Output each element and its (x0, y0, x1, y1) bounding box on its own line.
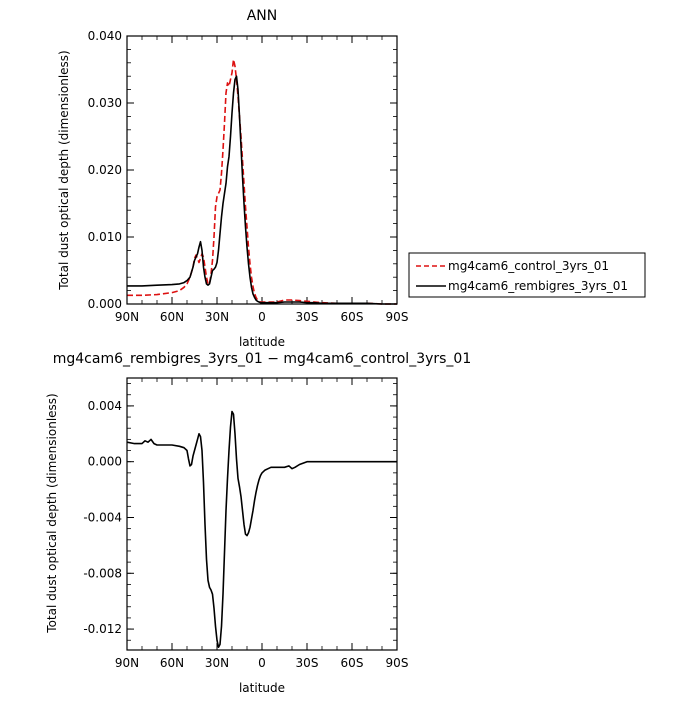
top-xtick-label: 60S (341, 310, 364, 324)
bottom-xtick-label: 90S (386, 656, 409, 670)
bottom-series-group (126, 410, 397, 649)
bottom-ytick-label: 0.004 (88, 399, 122, 413)
top-ytick-label: 0.040 (88, 29, 122, 43)
bottom-ytick-label: -0.004 (83, 510, 122, 524)
bottom-plot-frame (126, 377, 398, 651)
top-series-line-1 (127, 75, 397, 305)
top-xtick-label: 90N (115, 310, 139, 324)
bottom-axis-ticks: 90N 60N 30N 0 30S 60S 90S 0.004 0.000 -0.004 -0.00… (83, 378, 408, 670)
bottom-xtick-label: 90N (115, 656, 139, 670)
bottom-xtick-label: 30S (296, 656, 319, 670)
bottom-xtick-label: 0 (258, 656, 266, 670)
top-ytick-label: 0.020 (88, 163, 122, 177)
legend: mg4cam6_control_3yrs_01 mg4cam6_rembigre… (408, 252, 646, 298)
top-xtick-label: 60N (160, 310, 184, 324)
bottom-x-axis-label: latitude (239, 681, 285, 695)
bottom-chart-title: mg4cam6_rembigres_3yrs_01 − mg4cam6_cont… (53, 351, 472, 367)
top-xtick-label: 0 (258, 310, 266, 324)
bottom-xtick-label: 60S (341, 656, 364, 670)
top-series-group (127, 58, 397, 305)
legend-label-rembigres: mg4cam6_rembigres_3yrs_01 (448, 279, 628, 293)
top-axis-ticks: 90N 60N 30N 0 30S 60S 90S 0.000 0.010 0.020 0.030 0… (88, 29, 409, 324)
top-ytick-label: 0.030 (88, 96, 122, 110)
legend-box (408, 252, 646, 298)
bottom-y-axis-label: Total dust optical depth (dimensionless) (45, 393, 59, 633)
top-xtick-label: 30N (205, 310, 229, 324)
bottom-ytick-label: -0.012 (83, 622, 122, 636)
top-chart-title: ANN (247, 8, 278, 24)
top-y-axis-label: Total dust optical depth (dimensionless) (57, 50, 71, 290)
legend-label-control: mg4cam6_control_3yrs_01 (448, 259, 609, 273)
top-x-axis-label: latitude (239, 335, 285, 349)
bottom-ytick-label: 0.000 (88, 455, 122, 469)
bottom-xtick-label: 60N (160, 656, 184, 670)
bottom-ytick-label: -0.008 (83, 566, 122, 580)
top-plot-frame (126, 35, 398, 305)
top-ytick-label: 0.010 (88, 230, 122, 244)
bottom-series-line-0 (126, 410, 397, 649)
top-xtick-label: 30S (296, 310, 319, 324)
top-xtick-label: 90S (386, 310, 409, 324)
top-ytick-label: 0.000 (88, 297, 122, 311)
top-panel: ANN Total dust optical depth (dimensionl… (57, 8, 408, 349)
top-series-line-0 (127, 58, 397, 305)
bottom-panel: mg4cam6_rembigres_3yrs_01 − mg4cam6_cont… (45, 351, 471, 695)
bottom-xtick-label: 30N (205, 656, 229, 670)
